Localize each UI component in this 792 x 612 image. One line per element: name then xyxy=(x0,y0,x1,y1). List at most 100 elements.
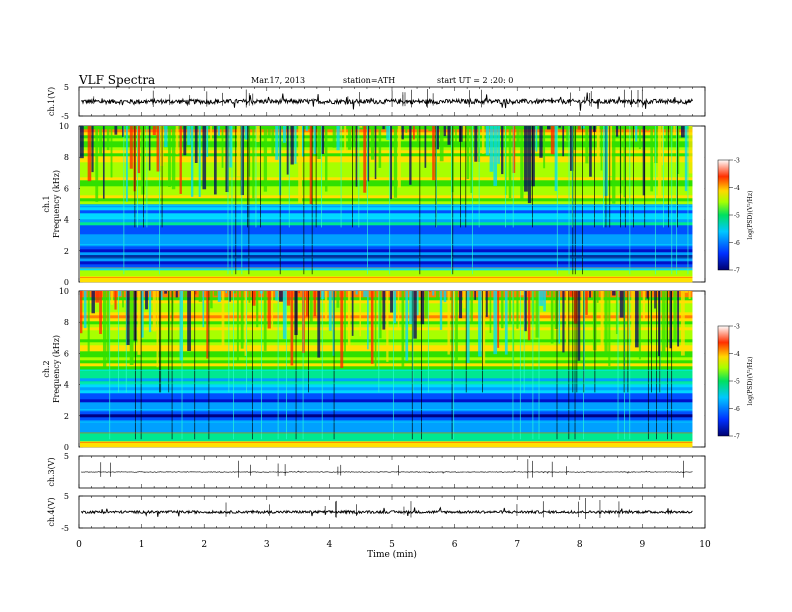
y-tick-label: 2 xyxy=(64,247,69,256)
spectrum-column xyxy=(416,291,419,316)
spectrum-column xyxy=(658,126,662,198)
colorbar-tick-label: -4 xyxy=(734,185,740,192)
spectrum-column xyxy=(531,126,535,187)
spectrum-column xyxy=(359,126,363,128)
spectrum-column xyxy=(661,291,666,354)
spectrum-column xyxy=(436,126,439,150)
colorbar-tick-label: -3 xyxy=(734,324,740,331)
x-tick-label: 4 xyxy=(327,540,333,550)
spectrum-column xyxy=(87,126,92,182)
spectrum-column xyxy=(378,126,382,168)
x-tick-label: 2 xyxy=(201,540,207,550)
spectrum-column xyxy=(351,291,354,336)
spectrum-column xyxy=(615,126,619,137)
spectrum-band xyxy=(80,381,693,385)
colorbar-tick-label: -5 xyxy=(734,213,740,220)
spectrum-column xyxy=(612,126,616,204)
spectrum-column xyxy=(267,291,271,329)
spectrum-column xyxy=(370,291,374,364)
spectrum-column xyxy=(279,291,283,302)
date-label: Mar.17, 2013 xyxy=(251,76,305,85)
spectrum-column xyxy=(497,126,500,164)
spectrum-column xyxy=(198,291,203,302)
spectrum-band xyxy=(80,198,693,202)
spectrum-band xyxy=(80,267,693,271)
spectrum-column xyxy=(290,126,294,165)
spectrum-column xyxy=(263,291,267,351)
spectrum-column xyxy=(501,291,504,329)
spectrum-column xyxy=(455,126,457,142)
spectrum-column xyxy=(99,291,102,334)
spectrum-band xyxy=(80,177,693,181)
spectrum-band xyxy=(80,144,693,148)
spectrum-column xyxy=(148,291,152,333)
spectrum-column xyxy=(305,126,308,131)
spectrum-column xyxy=(386,126,390,140)
spectrum-column xyxy=(390,291,394,313)
spectrum-column xyxy=(680,126,685,138)
colorbar-label: log(PSD)(V²/Hz) xyxy=(747,357,754,406)
spectrum-column xyxy=(462,126,467,135)
y-tick-label: 8 xyxy=(64,153,69,162)
spectrum-band xyxy=(80,432,693,436)
y-tick-label: 8 xyxy=(64,318,69,327)
spectrum-column xyxy=(305,291,309,317)
spectrum-column xyxy=(309,291,313,323)
spectrum-column xyxy=(344,291,346,356)
colorbar-label: log(PSD)(V²/Hz) xyxy=(747,191,754,240)
spectrum-column xyxy=(504,291,508,355)
y-tick-label: 6 xyxy=(64,349,69,358)
spectrum-band xyxy=(80,420,693,424)
spectrum-column xyxy=(187,126,191,146)
spectrum-column xyxy=(122,291,124,308)
y-axis-label: ch.4(V) xyxy=(47,497,56,526)
colorbar-tick-label: -6 xyxy=(734,240,740,247)
y-axis-label: ch.3(V) xyxy=(47,457,56,486)
colorbar-tick-label: -6 xyxy=(734,406,740,413)
spectrum-column xyxy=(370,126,375,160)
spectrum-column xyxy=(179,291,183,361)
spectrum-column xyxy=(405,291,409,361)
spectrum-column xyxy=(225,126,229,193)
spectrum-column xyxy=(615,291,618,335)
spectrum-column xyxy=(244,291,247,356)
spectrum-column xyxy=(118,291,122,297)
spectrum-column xyxy=(669,126,673,146)
spectrum-column xyxy=(658,291,660,357)
spectrum-column xyxy=(344,126,347,153)
spectrum-column xyxy=(524,291,527,332)
spectrum-column xyxy=(363,291,367,297)
spectrum-band xyxy=(80,210,693,214)
spectrum-band xyxy=(80,171,693,175)
spectrum-column xyxy=(367,126,370,182)
spectrum-column xyxy=(585,126,589,164)
spectrum-column xyxy=(646,291,649,299)
spectrum-band xyxy=(80,273,693,277)
x-tick-label: 9 xyxy=(640,540,646,550)
spectrum-column xyxy=(458,291,463,319)
spectrum-column xyxy=(213,126,217,195)
spectrum-column xyxy=(562,291,565,353)
spectrum-column xyxy=(612,291,616,296)
spectrum-column xyxy=(206,126,209,158)
spectrum-column xyxy=(539,291,544,306)
spectrum-column xyxy=(589,291,591,298)
spectrum-column xyxy=(194,126,198,163)
spectrum-column xyxy=(481,126,485,154)
spectrum-column xyxy=(298,126,303,203)
spectrum-column xyxy=(122,126,124,137)
spectrum-column xyxy=(191,126,194,197)
spectrum-column xyxy=(554,126,558,192)
y-tick-label: 5 xyxy=(64,492,69,501)
ch2-colorbar xyxy=(717,325,730,437)
spectrum-column xyxy=(420,291,425,325)
spectrum-band xyxy=(80,219,693,223)
y-axis-label: ch.2 xyxy=(42,360,51,377)
spectrum-column xyxy=(148,126,151,171)
y-axis-label: ch.1(V) xyxy=(47,87,56,116)
spectrum-column xyxy=(550,291,554,344)
spectrum-column xyxy=(443,126,446,137)
spectrum-column xyxy=(328,291,332,331)
spectrum-column xyxy=(141,291,144,338)
